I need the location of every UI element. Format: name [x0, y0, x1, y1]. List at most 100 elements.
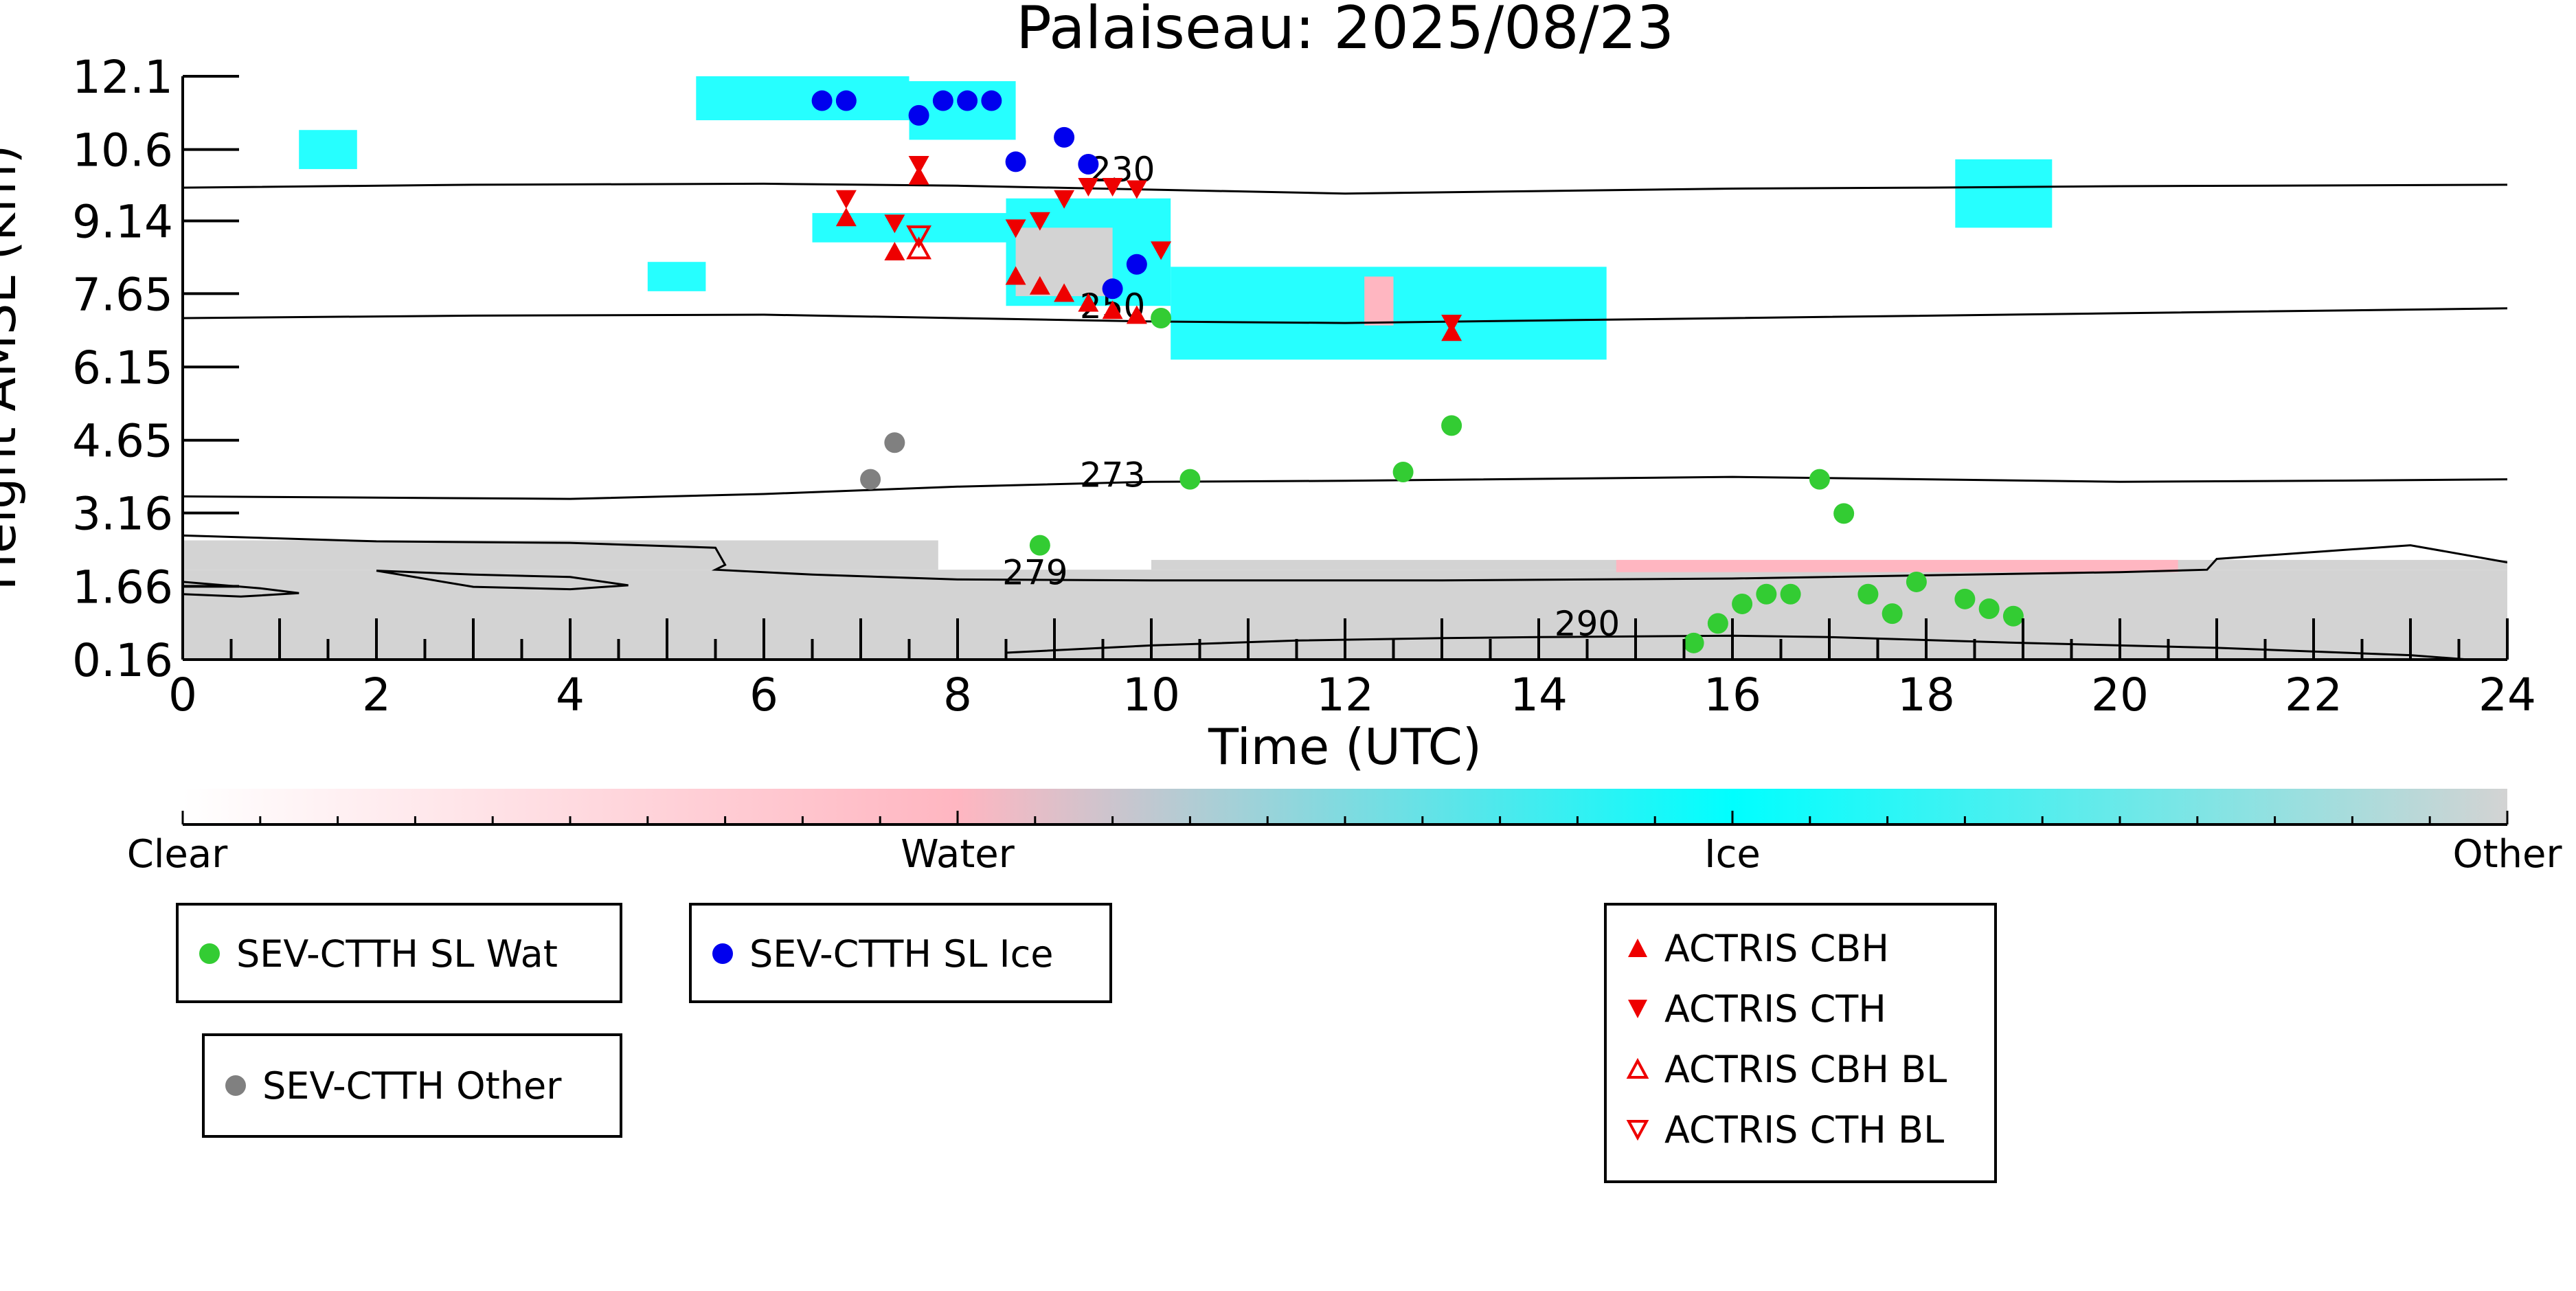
marker-actris-cbh-bl: [906, 236, 931, 260]
x-tick-label: 8: [943, 669, 972, 721]
colorbar-label-ice: Ice: [1704, 832, 1761, 877]
marker-sev-ctth-sl-wat: [1954, 588, 1976, 609]
marker-actris-cbh: [884, 241, 905, 260]
legend-sev-ice: SEV-CTTH SL Ice: [689, 903, 1112, 1003]
contour-label: 290: [1555, 604, 1620, 644]
legend-item: ACTRIS CTH: [1626, 978, 1975, 1039]
red-triangle-down-marker-icon: [1628, 1000, 1647, 1018]
red-triangle-up-marker-icon: [1628, 939, 1647, 957]
colorbar-label-other: Other: [2452, 832, 2562, 877]
marker-sev-ctth-sl-wat: [1882, 603, 1903, 625]
blue-circle-marker-icon: [712, 943, 733, 964]
marker-sev-ctth-sl-wat: [1392, 461, 1414, 482]
marker-sev-ctth-other: [884, 432, 905, 453]
x-tick-label: 14: [1510, 669, 1568, 721]
marker-actris-cbh: [1029, 276, 1050, 295]
cloud-region-water: [1616, 559, 2178, 572]
legend-item: SEV-CTTH SL Wat: [198, 923, 600, 984]
marker-sev-ctth-sl-ice: [981, 90, 1002, 111]
gray-circle-marker-icon: [225, 1075, 246, 1096]
y-axis-label: Height AMSL (km): [0, 145, 27, 591]
contour-line: [376, 570, 629, 591]
y-tick-label: 4.65: [72, 415, 173, 468]
legend-sev-wat: SEV-CTTH SL Wat: [176, 903, 622, 1003]
legend-actris: ACTRIS CBH ACTRIS CTH ACTRIS CBH BL ACTR…: [1604, 903, 1997, 1183]
marker-sev-ctth-sl-wat: [1833, 503, 1855, 524]
cloud-region-other: [183, 540, 938, 570]
marker-sev-ctth-sl-wat: [1029, 535, 1050, 556]
red-open-triangle-down-marker-icon: [1626, 1120, 1649, 1141]
marker-sev-ctth-sl-ice: [957, 90, 978, 111]
cloud-region-ice: [1955, 159, 2053, 228]
marker-sev-ctth-sl-wat: [1809, 469, 1830, 490]
marker-sev-ctth-sl-wat: [1906, 571, 1927, 592]
x-tick-label: 22: [2285, 669, 2342, 721]
x-tick-label: 16: [1704, 669, 1761, 721]
contour-line: [183, 182, 2507, 195]
marker-actris-cth: [1029, 212, 1050, 231]
marker-sev-ctth-sl-ice: [908, 104, 929, 126]
contour-label: 273: [1080, 455, 1145, 495]
y-tick-label: 12.1: [72, 51, 173, 104]
retrieval-markers: [811, 90, 2024, 653]
x-tick-label: 18: [1897, 669, 1955, 721]
marker-sev-ctth-sl-wat: [1780, 583, 1801, 605]
marker-actris-cbh: [1102, 300, 1123, 319]
marker-sev-ctth-sl-wat: [1441, 415, 1462, 436]
x-tick-label: 0: [168, 669, 197, 721]
y-tick-label: 0.16: [72, 634, 173, 687]
marker-actris-cbh: [908, 166, 929, 185]
marker-actris-cbh: [1054, 283, 1075, 302]
legend-label: ACTRIS CBH BL: [1664, 1047, 1947, 1091]
marker-sev-ctth-sl-wat: [1756, 583, 1777, 605]
chart-title: Palaiseau: 2025/08/23: [1016, 0, 1674, 63]
cloud-region-ice: [696, 76, 909, 120]
legend-label: SEV-CTTH SL Ice: [749, 932, 1054, 976]
marker-actris-cth: [1078, 177, 1099, 197]
y-tick-label: 6.15: [72, 341, 173, 394]
cloud-region-ice: [647, 262, 706, 291]
legend-item: ACTRIS CTH BL: [1626, 1099, 1975, 1160]
legend-item: ACTRIS CBH: [1626, 918, 1975, 978]
marker-actris-cth-bl: [906, 225, 931, 249]
marker-actris-cth: [1005, 219, 1026, 238]
cloud-region-ice: [299, 130, 357, 170]
legend-item: SEV-CTTH Other: [224, 1055, 600, 1116]
x-tick-label: 10: [1122, 669, 1180, 721]
marker-sev-ctth-sl-ice: [811, 90, 833, 111]
marker-sev-ctth-sl-ice: [1126, 254, 1147, 275]
marker-sev-ctth-sl-ice: [1054, 126, 1075, 148]
marker-sev-ctth-sl-ice: [1005, 151, 1026, 172]
legend-label: ACTRIS CTH: [1664, 987, 1886, 1031]
marker-actris-cbh: [1005, 266, 1026, 285]
marker-sev-ctth-sl-ice: [1102, 278, 1123, 300]
marker-actris-cth: [908, 155, 929, 175]
y-tick-label: 10.6: [72, 124, 173, 177]
marker-actris-cth: [1054, 190, 1075, 209]
legend-sev-other: SEV-CTTH Other: [202, 1033, 622, 1138]
marker-actris-cbh: [1126, 305, 1147, 324]
marker-actris-cth: [1441, 315, 1462, 334]
marker-sev-ctth-sl-ice: [1078, 153, 1099, 175]
y-tick-label: 9.14: [72, 195, 173, 248]
legend-item: SEV-CTTH SL Ice: [711, 923, 1090, 984]
marker-actris-cbh: [1078, 293, 1099, 312]
marker-sev-ctth-sl-wat: [1683, 632, 1704, 653]
marker-sev-ctth-sl-wat: [1978, 598, 2000, 620]
cloud-mask-layer: [183, 76, 2507, 660]
marker-sev-ctth-sl-ice: [835, 90, 857, 111]
legend-label: ACTRIS CBH: [1664, 926, 1889, 970]
marker-sev-ctth-sl-wat: [1707, 613, 1728, 634]
contour-label: 279: [1002, 552, 1067, 592]
y-tick-label: 1.66: [72, 561, 173, 614]
marker-sev-ctth-other: [860, 469, 881, 490]
x-tick-label: 20: [2091, 669, 2149, 721]
marker-sev-ctth-sl-wat: [1857, 583, 1879, 605]
marker-sev-ctth-sl-wat: [1179, 469, 1201, 490]
legend-item: ACTRIS CBH BL: [1626, 1039, 1975, 1099]
marker-sev-ctth-sl-wat: [1732, 593, 1753, 614]
marker-sev-ctth-sl-wat: [2002, 605, 2024, 627]
y-tick-label: 3.16: [72, 488, 173, 541]
